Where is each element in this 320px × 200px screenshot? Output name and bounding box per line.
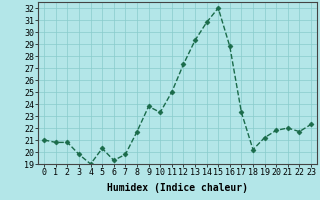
X-axis label: Humidex (Indice chaleur): Humidex (Indice chaleur) bbox=[107, 183, 248, 193]
